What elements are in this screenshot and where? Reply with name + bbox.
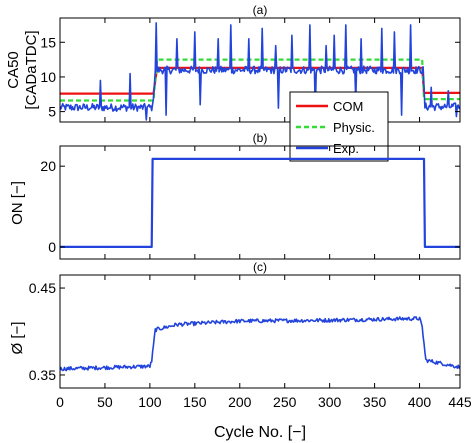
x-tick-label: 150 [183,394,207,410]
panel-b-title: (b) [253,131,268,145]
panel-1-ytick-label: 0 [48,239,56,255]
panel-2-ytick-label: 0.45 [29,280,56,296]
legend-label: Physic. [333,120,375,135]
panel-0-frame [59,17,461,123]
panel-0-ytick-label: 15 [40,34,56,50]
x-tick-label: 250 [273,394,297,410]
x-axis-label: Cycle No. [−] [214,424,306,441]
x-tick-label: 350 [363,394,387,410]
x-tick-label: 445 [448,394,472,410]
panel-a-title: (a) [253,3,268,17]
x-tick-label: 300 [318,394,342,410]
panel-0-series-exp- [60,22,460,121]
panel-0-ytick-label: 5 [48,104,56,120]
legend-label: COM [333,99,363,114]
panel-0-series-physic- [60,58,460,102]
x-tick-label: 50 [97,394,113,410]
panel-1-plot [60,157,460,248]
x-tick-label: 200 [228,394,252,410]
panel-b-ylabel: ON [−] [9,181,26,225]
panel-1-frame [59,145,461,260]
panel-2-ytick-label: 0.35 [29,367,56,383]
legend: COM Physic. Exp. [289,91,389,162]
panel-0-plot [60,22,460,121]
x-tick-label: 0 [56,394,64,410]
panel-2-frame [59,274,461,389]
panel-c-ylabel: Ø [−] [9,322,26,355]
panel-2-plot [60,316,460,372]
panel-2-series-exp- [60,316,460,372]
panel-0-ytick-label: 10 [40,69,56,85]
x-tick-label: 100 [138,394,162,410]
panel-a-ylabel-line2: [CADaTDC] [23,30,40,109]
x-tick-label: 400 [408,394,432,410]
panel-c-title: (c) [253,260,267,274]
legend-label: Exp. [333,141,359,156]
panel-a-ylabel-line1: CA50 [5,51,22,89]
panel-1-series-exp- [60,157,460,248]
panel-1-ytick-label: 20 [40,158,56,174]
